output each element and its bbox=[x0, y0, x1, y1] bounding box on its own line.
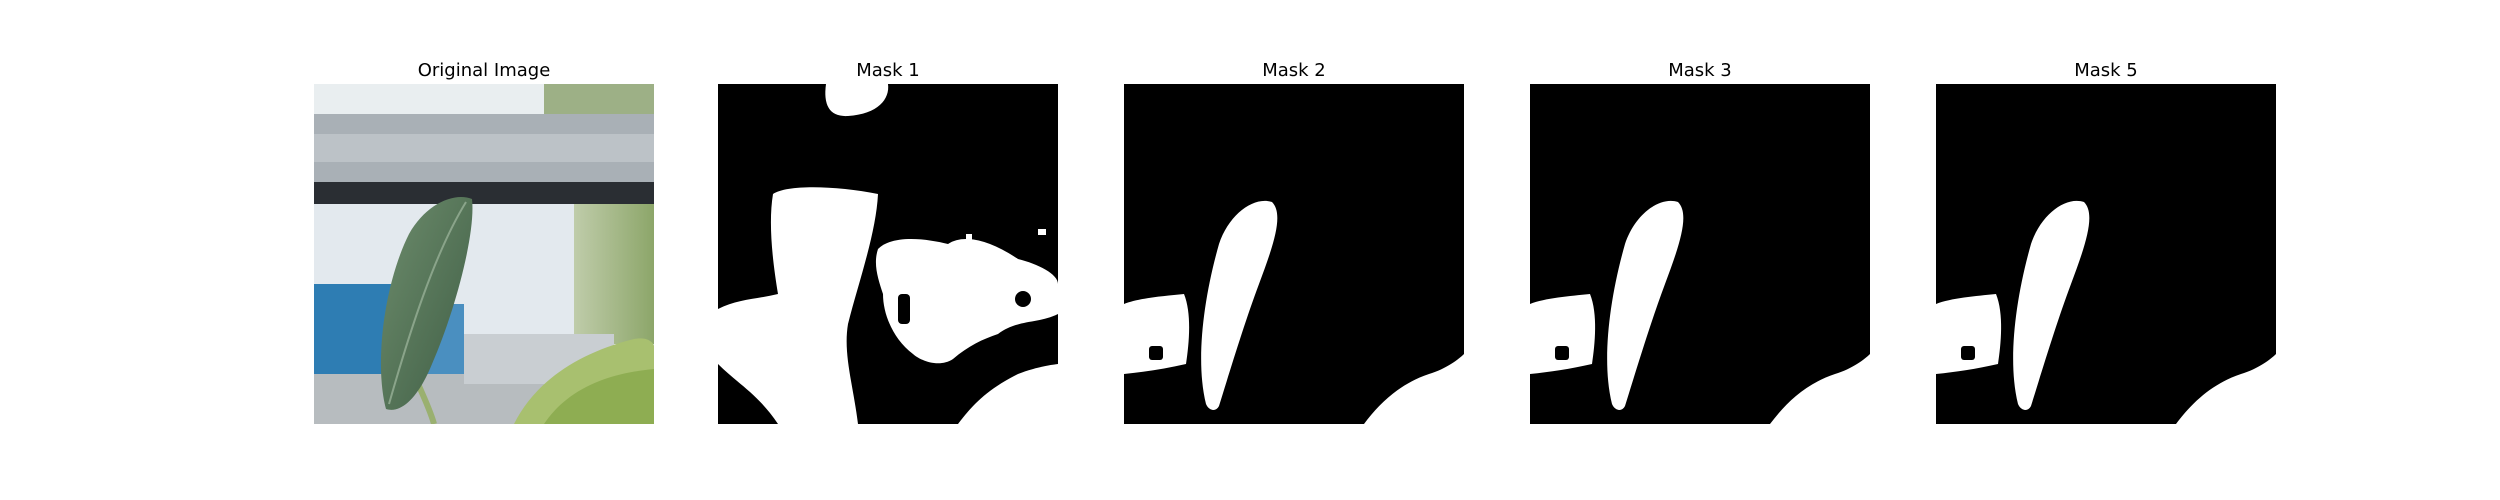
original-image bbox=[314, 84, 654, 424]
panel-title: Mask 5 bbox=[2074, 60, 2138, 81]
mask-5-image bbox=[1936, 84, 2276, 424]
mask-2-image bbox=[1124, 84, 1464, 424]
panel-title: Mask 3 bbox=[1668, 60, 1732, 81]
panel-title: Mask 2 bbox=[1262, 60, 1326, 81]
mask-1-image bbox=[718, 84, 1058, 424]
panel-title: Original Image bbox=[417, 60, 551, 81]
panel-title: Mask 1 bbox=[856, 60, 920, 81]
mask-3-image bbox=[1530, 84, 1870, 424]
